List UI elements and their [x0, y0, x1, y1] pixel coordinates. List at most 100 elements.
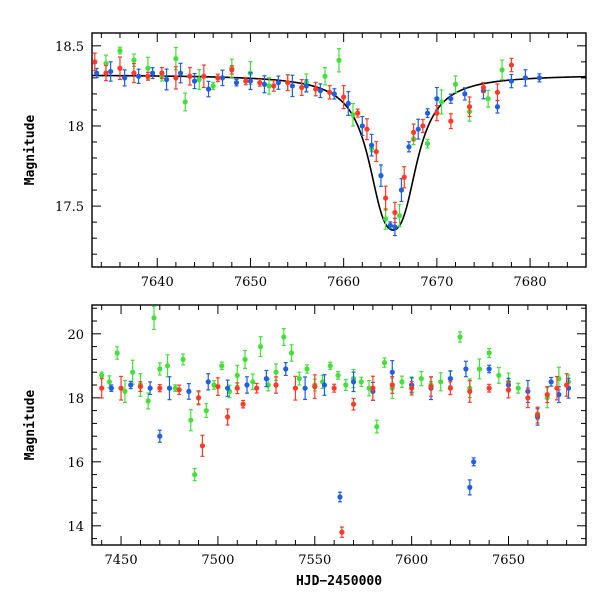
data-point	[447, 385, 453, 391]
data-point	[108, 385, 114, 391]
data-point	[494, 104, 501, 110]
data-point	[149, 70, 156, 76]
series-0	[108, 359, 572, 503]
x-tick-label: 7600	[395, 553, 428, 568]
data-point	[131, 57, 137, 63]
data-point	[383, 195, 389, 201]
data-point	[147, 385, 153, 391]
data-point	[281, 334, 287, 340]
data-point	[242, 356, 248, 362]
data-point	[462, 91, 468, 97]
x-tick-label: 7660	[327, 275, 360, 290]
data-point	[296, 376, 302, 382]
y-tick-label: 20	[67, 328, 84, 343]
data-point	[389, 382, 395, 388]
data-point	[428, 384, 434, 390]
data-point	[321, 382, 328, 388]
data-point	[447, 376, 453, 382]
data-point	[508, 62, 515, 68]
data-point	[289, 83, 295, 89]
data-point	[157, 385, 163, 391]
data-point	[335, 372, 341, 378]
data-point	[345, 100, 351, 107]
data-point	[494, 89, 501, 95]
data-point	[339, 529, 345, 535]
data-layer	[92, 46, 586, 237]
data-point	[406, 144, 412, 150]
data-point	[434, 110, 440, 116]
data-point	[92, 59, 98, 65]
x-axis-title: HJD−2450000	[296, 574, 382, 589]
data-point	[476, 366, 483, 372]
data-point	[486, 350, 492, 356]
data-point	[358, 379, 364, 385]
data-point	[117, 65, 123, 71]
data-point	[205, 379, 211, 385]
data-point	[327, 363, 333, 369]
data-point	[374, 424, 380, 430]
data-point	[128, 382, 134, 388]
data-point	[424, 140, 431, 147]
data-point	[122, 75, 128, 81]
data-point	[359, 123, 365, 129]
data-point	[243, 78, 249, 84]
data-point	[244, 382, 250, 388]
data-point	[389, 369, 395, 375]
data-point	[467, 388, 473, 394]
data-point	[312, 384, 318, 390]
data-point	[378, 173, 384, 179]
data-point	[173, 56, 179, 62]
data-point	[331, 91, 337, 97]
data-point	[355, 110, 361, 116]
data-point	[554, 385, 560, 391]
data-point	[341, 94, 347, 100]
data-point	[448, 96, 454, 102]
data-point	[254, 385, 260, 391]
data-point	[215, 75, 221, 81]
data-point	[145, 65, 151, 71]
data-point	[108, 68, 114, 75]
data-point	[438, 379, 444, 385]
y-tick-label: 16	[67, 456, 84, 471]
x-tick-label: 7680	[514, 275, 547, 290]
data-point	[273, 382, 279, 388]
data-point	[556, 376, 562, 382]
data-point	[240, 401, 246, 407]
data-point	[180, 356, 186, 362]
data-point	[275, 80, 282, 86]
data-point	[106, 379, 113, 385]
plot-frame	[91, 32, 587, 268]
data-point	[103, 60, 109, 67]
data-point	[534, 412, 541, 418]
y-tick-label: 17.5	[55, 200, 84, 215]
x-tick-label: 7640	[141, 275, 174, 290]
data-point	[283, 366, 289, 372]
data-point	[130, 369, 136, 375]
data-point	[210, 83, 216, 89]
data-point	[233, 80, 240, 86]
data-point	[173, 75, 179, 81]
data-point	[117, 48, 123, 54]
data-point	[114, 350, 120, 356]
data-point	[288, 350, 295, 356]
data-point	[343, 382, 349, 388]
data-point	[499, 67, 505, 73]
data-point	[131, 70, 137, 76]
data-point	[434, 96, 440, 102]
data-point	[151, 315, 157, 321]
data-layer	[99, 305, 572, 538]
data-point	[392, 224, 398, 230]
data-point	[257, 344, 264, 350]
data-point	[250, 379, 256, 385]
data-point	[471, 459, 477, 465]
data-point	[337, 494, 343, 500]
data-point	[466, 104, 473, 110]
data-point	[166, 385, 173, 391]
data-point	[195, 395, 202, 401]
data-point	[508, 78, 515, 84]
data-point	[266, 83, 272, 89]
data-point	[186, 388, 192, 394]
data-point	[99, 372, 105, 378]
data-point	[234, 385, 240, 391]
data-point	[136, 73, 142, 79]
